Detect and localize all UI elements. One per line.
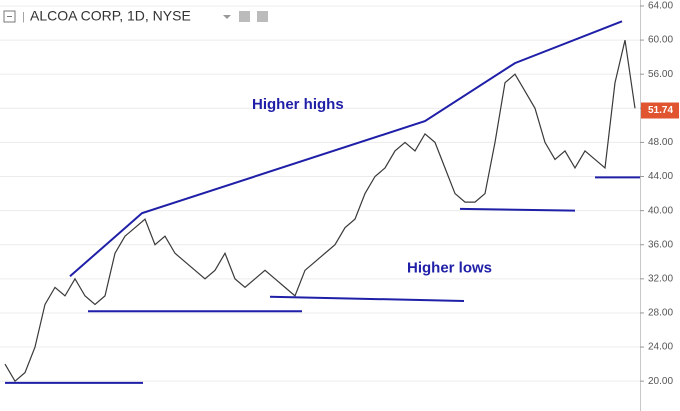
y-tick-label: 20.00 (648, 376, 673, 387)
y-tick-label: 48.00 (648, 137, 673, 148)
last-price-label: 51.74 (648, 105, 673, 116)
trendline (459, 207, 576, 212)
symbol-dropdown[interactable] (223, 15, 231, 19)
annotation: Higher highs (252, 96, 344, 113)
y-tick-label: 28.00 (648, 308, 673, 319)
chart-title: ALCOA CORP, 1D, NYSE (30, 8, 191, 24)
format-button[interactable] (257, 11, 268, 22)
y-tick-label: 56.00 (648, 69, 673, 80)
y-tick-label: 40.00 (648, 205, 673, 216)
trendline (269, 295, 465, 303)
trendline (69, 20, 623, 278)
y-tick-label: 44.00 (648, 171, 673, 182)
y-tick-label: 36.00 (648, 239, 673, 250)
y-tick-label: 32.00 (648, 273, 673, 284)
collapse-button[interactable] (3, 10, 16, 23)
y-tick-label: 64.00 (648, 1, 673, 12)
y-tick-label: 24.00 (648, 342, 673, 353)
price-line (4, 39, 636, 383)
y-tick-label: 60.00 (648, 35, 673, 46)
last-price-box (641, 102, 679, 119)
settings-button[interactable] (239, 11, 250, 22)
annotation: Higher lows (407, 260, 492, 277)
separator: | (22, 11, 25, 23)
